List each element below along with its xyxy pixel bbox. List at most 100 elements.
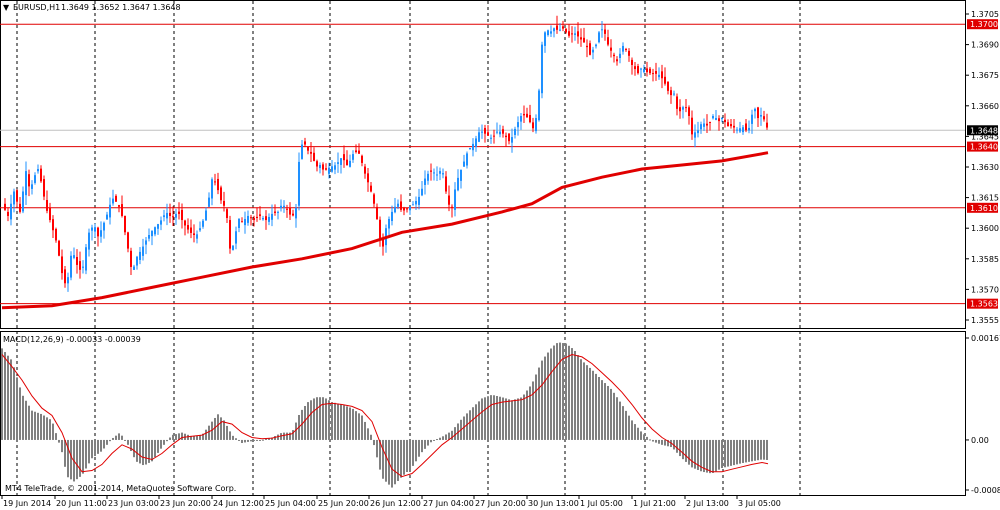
macd-bar bbox=[40, 413, 42, 440]
price-tick-label: 1.3555 bbox=[971, 316, 999, 325]
price-axis[interactable]: 1.3705 1.3690 1.3675 1.3660 1.3645 1.3630 1.36… bbox=[965, 10, 999, 325]
candle-body bbox=[370, 185, 372, 192]
candle-body bbox=[409, 206, 411, 211]
macd-bar bbox=[247, 439, 249, 442]
macd-bar bbox=[343, 405, 345, 440]
candle-body bbox=[553, 28, 555, 32]
macd-bar bbox=[697, 439, 699, 470]
candle-body bbox=[295, 207, 297, 219]
macd-bar bbox=[337, 403, 339, 440]
candle-body bbox=[283, 205, 285, 208]
macd-bar bbox=[169, 437, 171, 440]
macd-bar bbox=[376, 439, 378, 458]
macd-bar bbox=[760, 439, 762, 460]
level-price-label: 1.3640 bbox=[970, 143, 998, 152]
candle-body bbox=[190, 227, 192, 233]
candle-body bbox=[355, 150, 357, 153]
macd-bar bbox=[586, 365, 588, 440]
macd-bar bbox=[370, 434, 372, 440]
candle-body bbox=[52, 219, 54, 231]
candle-body bbox=[88, 232, 90, 250]
candle-body bbox=[505, 135, 507, 138]
macd-bar bbox=[472, 407, 474, 440]
candle-body bbox=[226, 209, 228, 218]
candle-body bbox=[340, 158, 342, 165]
candle-body bbox=[34, 175, 36, 183]
candle-body bbox=[421, 188, 423, 196]
macd-bar bbox=[346, 406, 348, 440]
candle-body bbox=[223, 200, 225, 206]
macd-bar bbox=[187, 434, 189, 440]
candle-body bbox=[691, 117, 693, 135]
macd-bar bbox=[262, 439, 264, 441]
macd-bar bbox=[19, 387, 21, 440]
candle-body bbox=[109, 204, 111, 218]
macd-bar bbox=[439, 437, 441, 440]
candle-body bbox=[184, 220, 186, 226]
candle-body bbox=[757, 107, 759, 119]
candle-body bbox=[232, 245, 234, 250]
candle-body bbox=[337, 162, 339, 164]
macd-bar bbox=[352, 408, 354, 440]
candle-body bbox=[493, 135, 495, 137]
candle-body bbox=[289, 207, 291, 215]
macd-bar bbox=[112, 437, 114, 440]
macd-bar bbox=[328, 400, 330, 440]
macd-bar bbox=[226, 425, 228, 440]
candle-body bbox=[250, 217, 252, 219]
candle-body bbox=[652, 73, 654, 75]
candle-body bbox=[706, 123, 708, 126]
macd-bar bbox=[754, 439, 756, 461]
macd-bar bbox=[628, 415, 630, 440]
candle-body bbox=[481, 131, 483, 133]
candle-body bbox=[451, 206, 453, 208]
macd-bar bbox=[85, 439, 87, 469]
macd-bar bbox=[532, 381, 534, 440]
time-axis[interactable]: 19 Jun 2014 20 Jun 11:00 23 Jun 03:00 23 Ju… bbox=[1, 495, 781, 508]
macd-bar bbox=[196, 435, 198, 440]
macd-bar bbox=[100, 439, 102, 452]
macd-bar bbox=[622, 406, 624, 440]
price-tick-label: 1.3675 bbox=[971, 71, 999, 80]
symbol-menu-icon[interactable]: ▼ bbox=[3, 3, 10, 12]
candle-body bbox=[649, 68, 651, 74]
macd-bar bbox=[448, 432, 450, 440]
price-pane[interactable] bbox=[0, 0, 966, 329]
macd-bar bbox=[553, 345, 555, 440]
candle-body bbox=[28, 174, 30, 187]
candle-body bbox=[70, 255, 72, 278]
macd-bar bbox=[322, 397, 324, 440]
candle-body bbox=[568, 31, 570, 36]
candle-body bbox=[688, 107, 690, 116]
candle-body bbox=[547, 30, 549, 35]
candle-body bbox=[523, 113, 525, 116]
candle-body bbox=[325, 168, 327, 170]
price-tick-label: 1.3645 bbox=[971, 132, 999, 141]
candle-body bbox=[391, 211, 393, 222]
macd-bar bbox=[340, 404, 342, 440]
macd-bar bbox=[604, 383, 606, 440]
candle-body bbox=[745, 123, 747, 131]
candle-body bbox=[718, 118, 720, 122]
macd-bar bbox=[550, 348, 552, 440]
time-tick-label: 30 Jun 13:00 bbox=[528, 499, 579, 508]
candle-body bbox=[580, 37, 582, 40]
candle-body bbox=[616, 59, 618, 62]
macd-bar bbox=[214, 417, 216, 440]
candle-body bbox=[430, 170, 432, 172]
candle-body bbox=[172, 216, 174, 218]
candle-body bbox=[679, 107, 681, 112]
macd-bar bbox=[601, 380, 603, 440]
macd-bar bbox=[319, 397, 321, 440]
macd-axis[interactable]: 0.00167 0.00 -0.00082 bbox=[965, 334, 1000, 495]
candle-body bbox=[301, 144, 303, 159]
candle-body bbox=[142, 246, 144, 256]
macd-bar bbox=[691, 439, 693, 468]
macd-bar bbox=[445, 434, 447, 440]
current-price-label: 1.3648 bbox=[970, 126, 998, 135]
candle-body bbox=[751, 114, 753, 124]
macd-bar bbox=[301, 409, 303, 440]
candle-body bbox=[700, 124, 702, 130]
candle-body bbox=[151, 230, 153, 237]
